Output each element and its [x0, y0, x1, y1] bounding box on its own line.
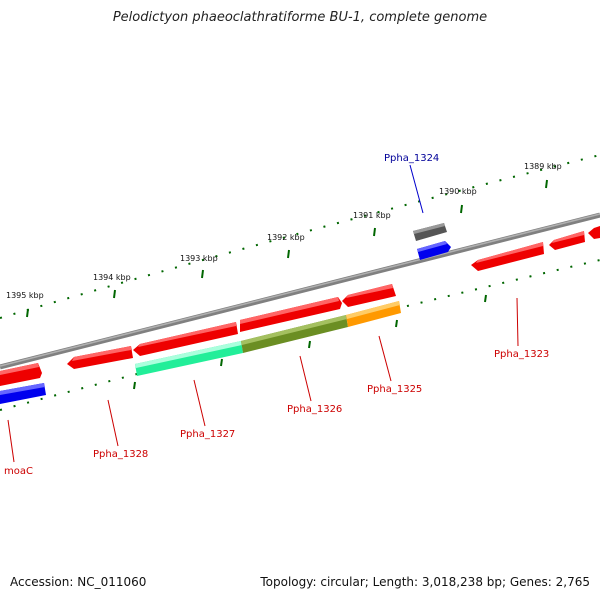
- gene-label-ppha-1327: Ppha_1327: [180, 429, 235, 440]
- scale-label: 1390 kbp: [439, 187, 477, 196]
- scale-label: 1392 kbp: [267, 233, 305, 242]
- gene-ppha-1327[interactable]: [133, 322, 238, 356]
- gene-ppha-1324[interactable]: [413, 223, 447, 241]
- scale-label: 1391 kbp: [353, 211, 391, 220]
- map-title: Pelodictyon phaeoclathratiforme BU-1, co…: [112, 10, 488, 25]
- gene-label-ppha-1324: Ppha_1324: [384, 153, 439, 164]
- scale-label: 1393 kbp: [180, 254, 218, 263]
- gene-ppha-1322[interactable]: [549, 231, 585, 250]
- scale-label: 1389 kbp: [524, 162, 562, 171]
- topology-text: Topology: circular; Length: 3,018,238 bp…: [260, 575, 590, 589]
- feature-moaC-blue[interactable]: [0, 383, 46, 404]
- scale-label: 1394 kbp: [93, 273, 131, 282]
- inner-major-ticks: [133, 294, 487, 390]
- gene-label-ppha-1328: Ppha_1328: [93, 449, 148, 460]
- scale-label: 1395 kbp: [6, 291, 44, 300]
- gene-ppha-1325[interactable]: [342, 284, 396, 307]
- gene-label-moaC: moaC: [4, 466, 33, 477]
- gene-label-ppha-1326: Ppha_1326: [287, 404, 342, 415]
- accession-text: Accession: NC_011060: [10, 575, 147, 589]
- gene-label-ppha-1323: Ppha_1323: [494, 349, 549, 360]
- gene-ppha-1323[interactable]: [471, 242, 544, 271]
- leader-lines: [7, 164, 519, 463]
- gene-ppha-1326[interactable]: [240, 297, 342, 332]
- feature-ppha-1327-green[interactable]: [135, 341, 243, 376]
- feature-ppha-1326-olive[interactable]: [241, 315, 348, 353]
- gene-ppha-1328[interactable]: [67, 346, 133, 369]
- feature-ppha-1325-orange[interactable]: [346, 301, 401, 327]
- gene-label-ppha-1325: Ppha_1325: [367, 384, 422, 395]
- outer-major-ticks: [26, 179, 548, 318]
- feature-ppha-1324-blue[interactable]: [417, 241, 451, 260]
- gene-ppha-1321[interactable]: [588, 226, 600, 239]
- gene-moaC[interactable]: [0, 363, 42, 386]
